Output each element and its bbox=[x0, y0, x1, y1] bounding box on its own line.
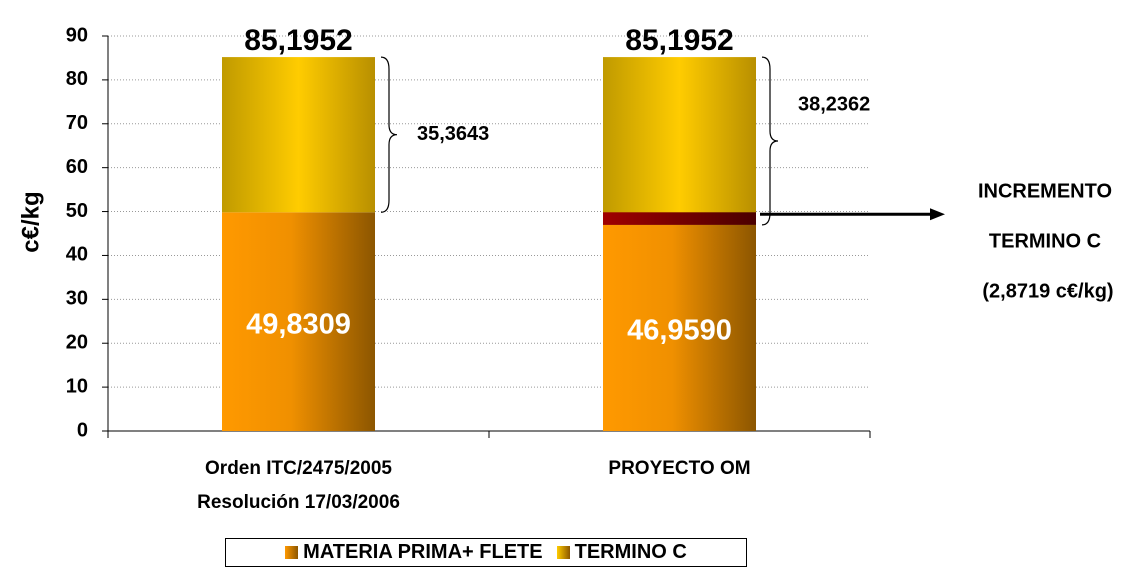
brace bbox=[761, 56, 779, 226]
annotation-value-label: (2,8719 c€/kg) bbox=[982, 280, 1113, 302]
legend-item: MATERIA PRIMA+ FLETE bbox=[285, 541, 543, 564]
bracket-value-label: 35,3643 bbox=[417, 123, 489, 145]
x-tick-label: PROYECTO OM bbox=[608, 458, 751, 479]
legend-item: TERMINO C bbox=[556, 541, 687, 564]
y-tick-label: 50 bbox=[66, 200, 88, 222]
legend-label: TERMINO C bbox=[574, 541, 687, 563]
y-tick-label: 30 bbox=[66, 288, 88, 310]
bar-value-label: 46,9590 bbox=[627, 315, 732, 347]
y-tick-label: 0 bbox=[77, 419, 88, 441]
y-tick-label: 20 bbox=[66, 332, 88, 354]
bar-value-label: 49,8309 bbox=[246, 308, 351, 340]
bar-segment bbox=[222, 212, 375, 431]
total-label: 85,1952 bbox=[244, 24, 352, 57]
bar-segment bbox=[603, 57, 756, 225]
bracket-value-label: 38,2362 bbox=[798, 93, 870, 115]
legend: MATERIA PRIMA+ FLETE TERMINO C bbox=[225, 538, 747, 567]
arrow-head bbox=[930, 208, 945, 221]
annotation-text: INCREMENTO bbox=[978, 180, 1112, 202]
bar-segment bbox=[603, 224, 756, 431]
annotation-text: TERMINO C bbox=[989, 230, 1101, 252]
y-tick-label: 60 bbox=[66, 156, 88, 178]
total-label: 85,1952 bbox=[625, 24, 733, 57]
increment-segment bbox=[603, 212, 756, 225]
brace bbox=[380, 56, 398, 213]
legend-swatch bbox=[285, 546, 299, 559]
y-tick-label: 10 bbox=[66, 375, 88, 397]
legend-label: MATERIA PRIMA+ FLETE bbox=[303, 541, 543, 563]
y-axis-label: c€/kg bbox=[17, 191, 44, 252]
x-tick-label: Orden ITC/2475/2005 Resolución 17/03/200… bbox=[197, 458, 400, 513]
legend-swatch bbox=[556, 546, 570, 559]
y-tick-label: 80 bbox=[66, 68, 88, 90]
y-tick-label: 70 bbox=[66, 112, 88, 134]
y-tick-label: 90 bbox=[66, 24, 88, 46]
y-tick-label: 40 bbox=[66, 244, 88, 266]
bar-segment bbox=[222, 57, 375, 213]
